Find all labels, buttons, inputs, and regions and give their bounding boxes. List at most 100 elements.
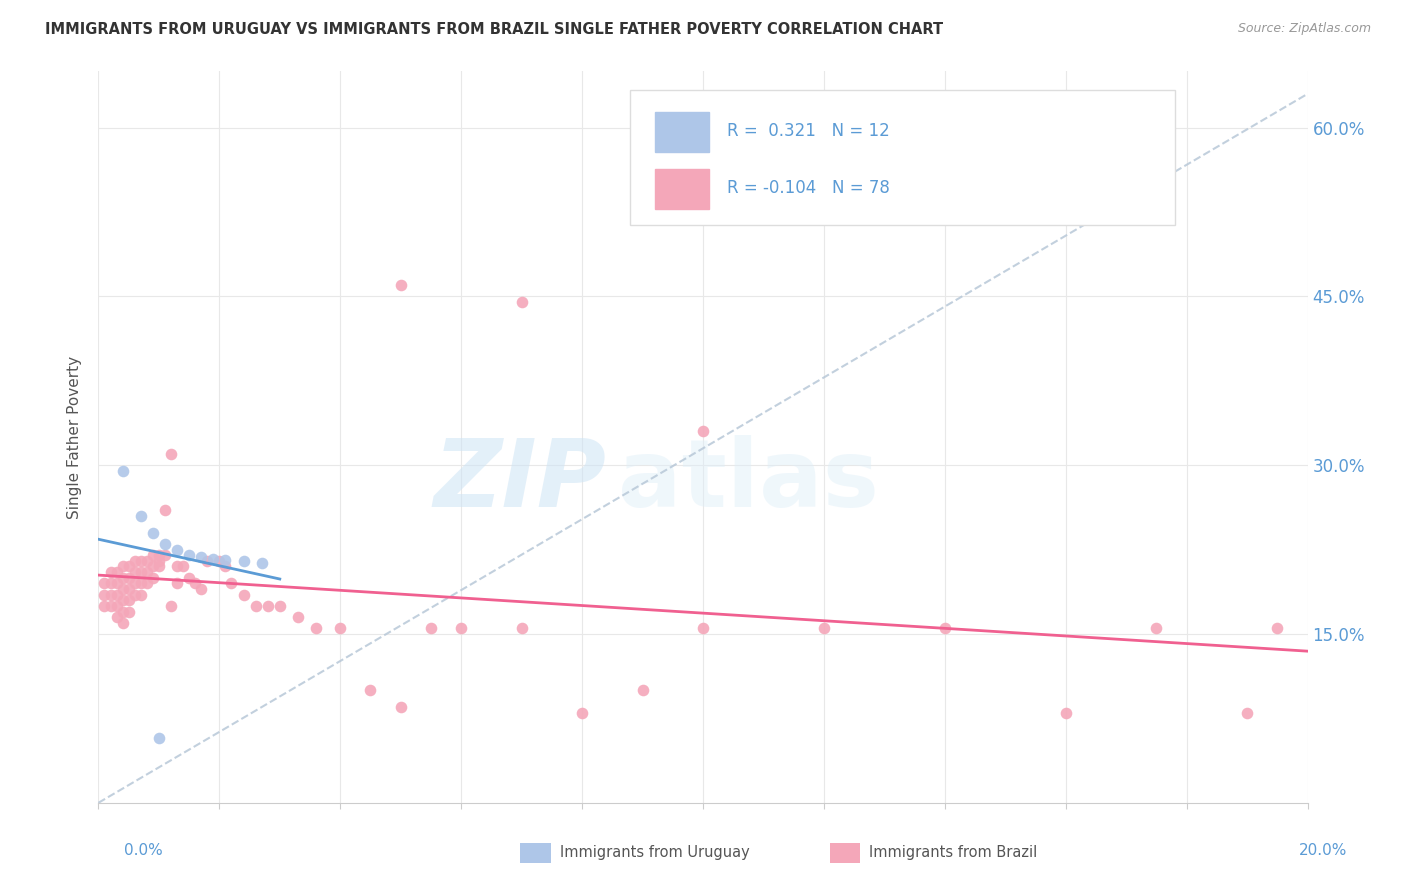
Bar (655, 112, 709, 152)
Point (124, 565, 146, 579)
Point (190, 582, 212, 596)
Point (571, 706, 593, 720)
Point (202, 551, 225, 566)
Text: atlas: atlas (619, 435, 879, 527)
Point (111, 605, 134, 619)
Point (195, 554, 218, 568)
Point (124, 554, 146, 568)
Point (250, 556, 273, 570)
Point (190, 550, 212, 565)
Point (118, 571, 141, 585)
Point (118, 593, 141, 607)
Point (692, 621, 714, 635)
Point (111, 593, 134, 607)
Point (129, 508, 152, 523)
Text: 0.0%: 0.0% (124, 843, 163, 858)
Point (221, 576, 243, 591)
Point (129, 565, 152, 579)
Point (118, 582, 141, 596)
Point (135, 576, 157, 591)
Point (129, 554, 152, 568)
Point (420, 621, 443, 635)
Text: ZIP: ZIP (433, 435, 606, 527)
Point (245, 599, 267, 613)
Text: R = -0.104   N = 78: R = -0.104 N = 78 (727, 179, 890, 197)
Point (160, 447, 183, 461)
Point (142, 525, 165, 540)
Bar (655, 169, 709, 209)
Point (631, 683, 654, 698)
Point (305, 621, 328, 635)
Point (111, 559, 134, 574)
Point (148, 548, 170, 562)
Point (389, 700, 412, 714)
Point (172, 559, 194, 574)
Point (142, 559, 165, 574)
Text: IMMIGRANTS FROM URUGUAY VS IMMIGRANTS FROM BRAZIL SINGLE FATHER POVERTY CORRELAT: IMMIGRANTS FROM URUGUAY VS IMMIGRANTS FR… (45, 22, 943, 37)
Point (148, 731, 170, 745)
Point (124, 576, 146, 591)
Point (184, 576, 207, 591)
Point (93, 599, 115, 613)
Point (166, 542, 188, 557)
Text: Immigrants from Brazil: Immigrants from Brazil (869, 846, 1038, 860)
Point (934, 621, 956, 635)
Point (287, 610, 309, 624)
Point (135, 565, 157, 579)
Point (148, 554, 170, 568)
Point (232, 588, 254, 602)
Y-axis label: Single Father Poverty: Single Father Poverty (67, 356, 83, 518)
Point (1054, 706, 1077, 720)
Point (111, 582, 134, 596)
Point (142, 548, 165, 562)
Point (153, 537, 176, 551)
Text: Immigrants from Uruguay: Immigrants from Uruguay (560, 846, 749, 860)
Point (813, 621, 835, 635)
Point (232, 554, 254, 568)
Point (329, 621, 352, 635)
Point (214, 559, 236, 574)
Point (692, 425, 714, 439)
Point (389, 278, 412, 293)
Point (93, 576, 115, 591)
Point (510, 295, 533, 310)
Point (214, 553, 236, 567)
Point (208, 554, 231, 568)
Point (1144, 621, 1167, 635)
Point (111, 571, 134, 585)
Point (105, 610, 128, 624)
Point (129, 576, 152, 591)
Point (100, 576, 122, 591)
Point (124, 588, 146, 602)
Point (105, 599, 128, 613)
Point (129, 588, 152, 602)
Point (153, 503, 176, 517)
Point (100, 599, 122, 613)
Text: Source: ZipAtlas.com: Source: ZipAtlas.com (1237, 22, 1371, 36)
Point (100, 588, 122, 602)
Point (360, 683, 382, 698)
Point (142, 571, 165, 585)
Point (160, 599, 183, 613)
Point (179, 548, 201, 562)
Point (105, 576, 128, 591)
Point (135, 554, 157, 568)
Point (105, 565, 128, 579)
Point (269, 599, 291, 613)
Point (105, 588, 128, 602)
Point (93, 588, 115, 602)
Text: 20.0%: 20.0% (1299, 843, 1347, 858)
Point (100, 565, 122, 579)
Point (1267, 621, 1289, 635)
Point (111, 615, 134, 630)
Point (111, 464, 134, 478)
Point (148, 559, 170, 574)
Point (118, 559, 141, 574)
FancyBboxPatch shape (630, 90, 1174, 225)
Point (153, 548, 176, 562)
Point (166, 559, 188, 574)
Point (118, 605, 141, 619)
Point (166, 576, 188, 591)
Point (510, 621, 533, 635)
Text: R =  0.321   N = 12: R = 0.321 N = 12 (727, 122, 890, 140)
